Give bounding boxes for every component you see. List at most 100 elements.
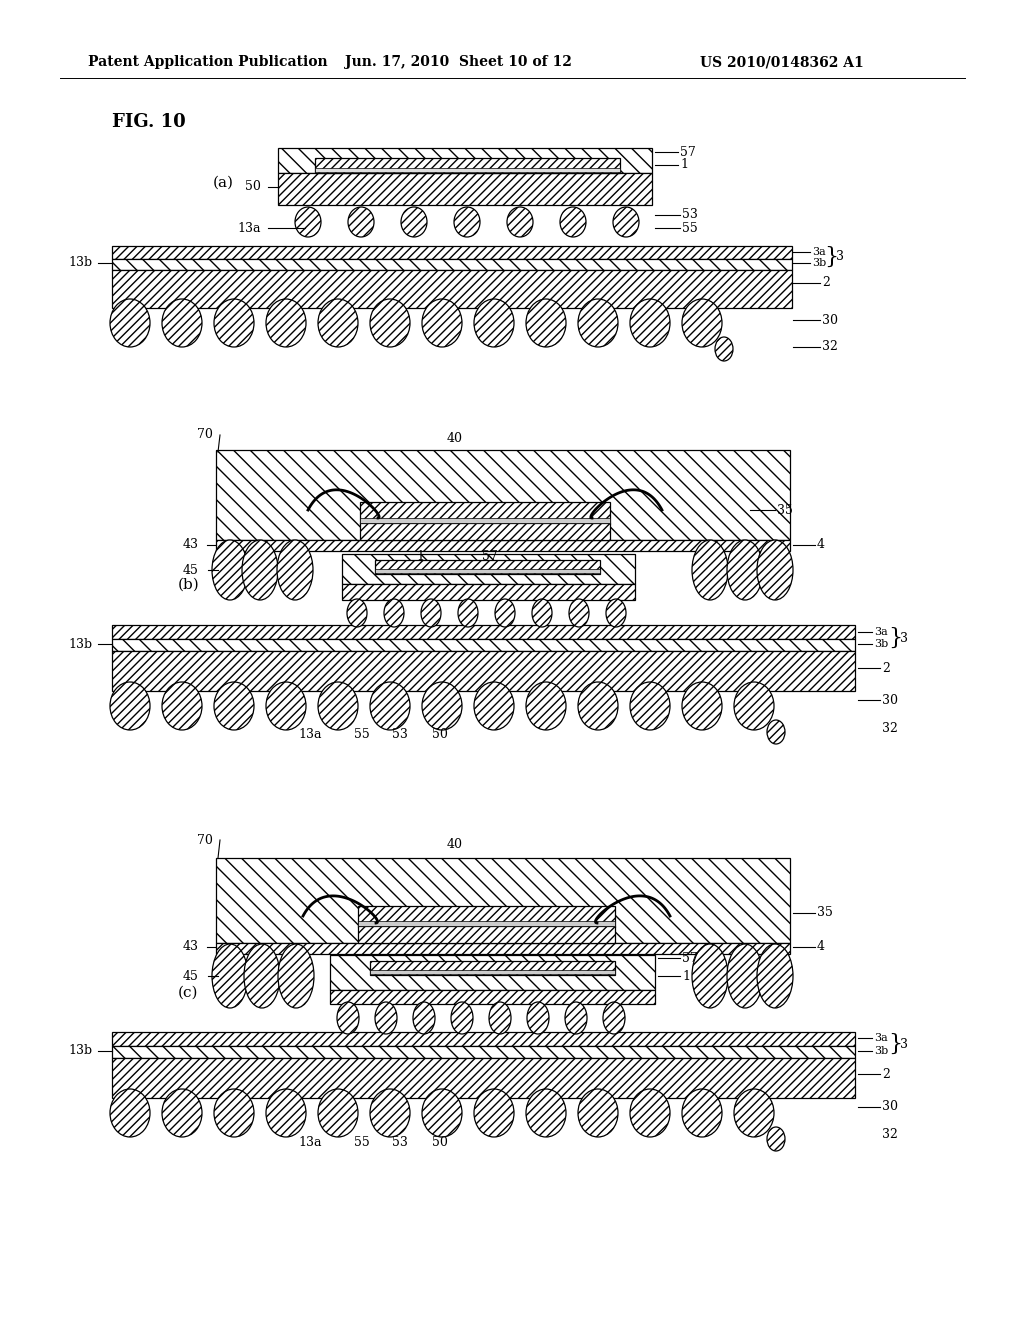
Text: 2: 2 xyxy=(882,1068,890,1081)
Text: 13a: 13a xyxy=(298,729,322,742)
Text: 57: 57 xyxy=(680,145,695,158)
Ellipse shape xyxy=(613,207,639,238)
Bar xyxy=(315,158,620,173)
Text: 4: 4 xyxy=(817,940,825,953)
Ellipse shape xyxy=(734,682,774,730)
Ellipse shape xyxy=(278,540,313,601)
Ellipse shape xyxy=(337,1002,359,1034)
Text: 32: 32 xyxy=(822,341,838,354)
Ellipse shape xyxy=(603,1002,625,1034)
Text: 13b: 13b xyxy=(68,638,92,651)
Text: 3b: 3b xyxy=(874,639,888,649)
Text: 35: 35 xyxy=(777,503,793,516)
Bar xyxy=(360,517,610,523)
Text: 70: 70 xyxy=(197,833,213,846)
Ellipse shape xyxy=(214,1089,254,1137)
Bar xyxy=(358,906,615,927)
Text: 3a: 3a xyxy=(874,627,888,638)
Ellipse shape xyxy=(370,682,410,730)
Ellipse shape xyxy=(682,682,722,730)
Text: 13a: 13a xyxy=(237,222,260,235)
Text: 3a: 3a xyxy=(874,1034,888,1043)
Ellipse shape xyxy=(767,1127,785,1151)
Text: 50: 50 xyxy=(432,729,447,742)
Bar xyxy=(216,942,790,954)
Text: 13b: 13b xyxy=(68,1044,92,1057)
Ellipse shape xyxy=(110,682,150,730)
Ellipse shape xyxy=(212,944,248,1008)
Bar xyxy=(112,1032,855,1045)
Text: (b): (b) xyxy=(178,578,200,591)
Ellipse shape xyxy=(630,682,670,730)
Bar xyxy=(375,560,600,574)
Text: 35: 35 xyxy=(817,907,833,920)
Bar xyxy=(112,639,855,651)
Text: (a): (a) xyxy=(213,176,234,190)
Ellipse shape xyxy=(266,1089,306,1137)
Ellipse shape xyxy=(560,207,586,238)
Ellipse shape xyxy=(413,1002,435,1034)
Ellipse shape xyxy=(630,300,670,347)
Text: 32: 32 xyxy=(882,722,898,734)
Ellipse shape xyxy=(375,1002,397,1034)
Bar xyxy=(330,954,655,990)
Text: 55: 55 xyxy=(354,729,370,742)
Ellipse shape xyxy=(278,944,314,1008)
Bar xyxy=(278,173,652,205)
Ellipse shape xyxy=(214,682,254,730)
Text: 30: 30 xyxy=(822,314,838,326)
Text: US 2010/0148362 A1: US 2010/0148362 A1 xyxy=(700,55,864,69)
Ellipse shape xyxy=(401,207,427,238)
Ellipse shape xyxy=(692,944,728,1008)
Ellipse shape xyxy=(110,1089,150,1137)
Text: 57: 57 xyxy=(482,549,498,562)
Bar xyxy=(315,168,620,172)
Bar xyxy=(360,523,610,540)
Bar xyxy=(342,554,635,583)
Ellipse shape xyxy=(212,540,248,601)
Bar xyxy=(278,148,652,173)
Ellipse shape xyxy=(474,682,514,730)
Ellipse shape xyxy=(318,682,358,730)
Text: 40: 40 xyxy=(447,837,463,850)
Ellipse shape xyxy=(451,1002,473,1034)
Text: 4: 4 xyxy=(817,539,825,552)
Text: 53: 53 xyxy=(392,1135,408,1148)
Ellipse shape xyxy=(454,207,480,238)
Text: 50: 50 xyxy=(245,181,261,194)
Text: 13b: 13b xyxy=(68,256,92,269)
Ellipse shape xyxy=(727,540,763,601)
Text: 55: 55 xyxy=(682,222,697,235)
Ellipse shape xyxy=(458,599,478,627)
Text: 3b: 3b xyxy=(812,257,826,268)
Ellipse shape xyxy=(422,300,462,347)
Ellipse shape xyxy=(682,1089,722,1137)
Ellipse shape xyxy=(532,599,552,627)
Ellipse shape xyxy=(495,599,515,627)
Ellipse shape xyxy=(489,1002,511,1034)
Ellipse shape xyxy=(474,1089,514,1137)
Text: 1: 1 xyxy=(416,549,424,562)
Text: 43: 43 xyxy=(183,940,199,953)
Ellipse shape xyxy=(578,300,618,347)
Ellipse shape xyxy=(422,682,462,730)
Text: Jun. 17, 2010  Sheet 10 of 12: Jun. 17, 2010 Sheet 10 of 12 xyxy=(345,55,571,69)
Text: Patent Application Publication: Patent Application Publication xyxy=(88,55,328,69)
Ellipse shape xyxy=(727,944,763,1008)
Ellipse shape xyxy=(318,1089,358,1137)
Ellipse shape xyxy=(214,300,254,347)
Ellipse shape xyxy=(244,944,280,1008)
Text: 2: 2 xyxy=(822,276,829,289)
Text: 3: 3 xyxy=(836,251,844,264)
Ellipse shape xyxy=(507,207,534,238)
Text: }: } xyxy=(824,246,838,268)
Ellipse shape xyxy=(162,1089,202,1137)
Bar xyxy=(112,624,855,639)
Bar xyxy=(342,583,635,601)
Bar xyxy=(216,540,790,550)
Text: 30: 30 xyxy=(882,1101,898,1114)
Text: FIG. 10: FIG. 10 xyxy=(112,114,185,131)
Bar xyxy=(330,990,655,1005)
Ellipse shape xyxy=(767,719,785,744)
Bar xyxy=(112,651,855,690)
